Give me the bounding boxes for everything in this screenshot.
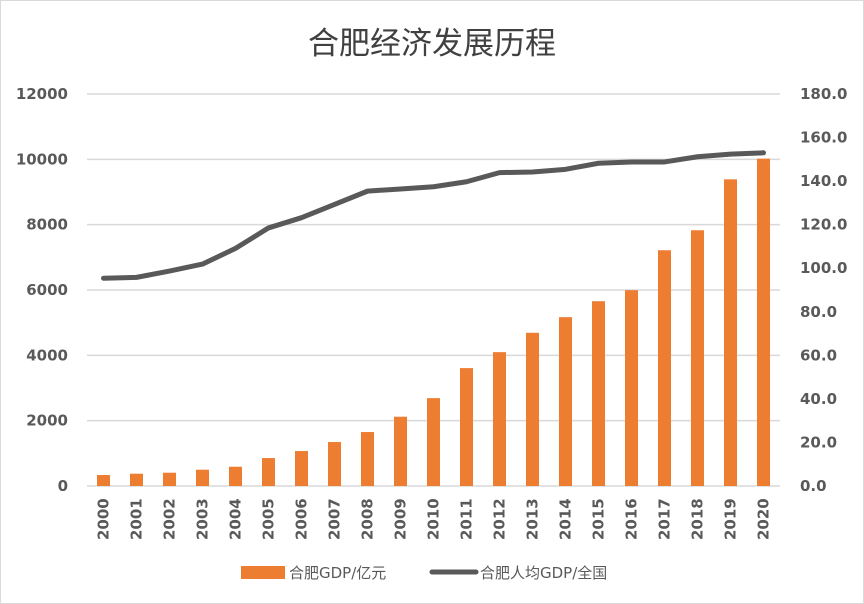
x-axis-tick-label: 2005 xyxy=(260,498,278,540)
right-axis-tick-label: 60.0 xyxy=(800,346,837,364)
x-axis-tick-label: 2013 xyxy=(524,498,542,540)
x-axis-tick-label: 2008 xyxy=(359,498,377,540)
bar-2018 xyxy=(691,230,704,486)
left-axis-tick-label: 8000 xyxy=(26,216,68,234)
bar-2004 xyxy=(229,466,242,486)
bar-2002 xyxy=(163,472,176,486)
x-axis-tick-label: 2009 xyxy=(392,498,410,540)
bar-2007 xyxy=(328,442,341,486)
left-axis-tick-label: 6000 xyxy=(26,281,68,299)
right-axis-tick-label: 100.0 xyxy=(800,259,847,277)
x-axis-tick-label: 2002 xyxy=(161,498,179,540)
bar-2009 xyxy=(394,416,407,486)
right-axis-tick-label: 140.0 xyxy=(800,172,847,190)
bar-2006 xyxy=(295,451,308,486)
legend: 合肥GDP/亿元 合肥人均GDP/全国 xyxy=(241,564,607,582)
legend-label-per-capita: 合肥人均GDP/全国 xyxy=(480,564,607,582)
x-axis-tick-label: 2003 xyxy=(194,498,212,540)
x-axis-tick-label: 2000 xyxy=(95,498,113,540)
x-axis-tick-label: 2014 xyxy=(557,498,575,540)
bar-2017 xyxy=(658,250,671,486)
right-axis-tick-label: 80.0 xyxy=(800,303,837,321)
chart-title: 合肥经济发展历程 xyxy=(308,26,556,62)
bar-2013 xyxy=(526,332,539,486)
x-axis-tick-label: 2012 xyxy=(491,498,509,540)
bar-2000 xyxy=(97,475,110,486)
bar-2011 xyxy=(460,368,473,486)
x-axis-tick-label: 2011 xyxy=(458,498,476,540)
right-axis-tick-label: 160.0 xyxy=(800,129,847,147)
left-axis-tick-label: 0 xyxy=(58,477,68,495)
x-axis-tick-label: 2016 xyxy=(623,498,641,540)
bar-2015 xyxy=(592,301,605,486)
legend-label-gdp: 合肥GDP/亿元 xyxy=(289,564,386,582)
x-axis-tick-label: 2010 xyxy=(425,498,443,540)
bar-2012 xyxy=(493,352,506,486)
right-axis-tick-label: 20.0 xyxy=(800,433,837,451)
bar-2016 xyxy=(625,290,638,486)
x-axis-tick-label: 2019 xyxy=(722,498,740,540)
bar-2008 xyxy=(361,432,374,486)
x-axis-tick-label: 2015 xyxy=(590,498,608,540)
left-axis-tick-label: 12000 xyxy=(16,85,68,103)
bar-2014 xyxy=(559,317,572,486)
x-axis-tick-label: 2020 xyxy=(755,498,773,540)
bar-2019 xyxy=(724,179,737,487)
per-capita-line xyxy=(101,150,766,281)
x-axis-tick-label: 2004 xyxy=(227,498,245,540)
bar-2020 xyxy=(757,158,770,486)
x-axis-tick-label: 2018 xyxy=(689,498,707,540)
bar-2005 xyxy=(262,458,275,486)
right-axis-tick-label: 120.0 xyxy=(800,216,847,234)
right-axis-tick-label: 40.0 xyxy=(800,390,837,408)
left-axis-tick-label: 4000 xyxy=(26,346,68,364)
legend-bar-swatch xyxy=(241,566,285,579)
left-axis-tick-label: 2000 xyxy=(26,412,68,430)
bar-2010 xyxy=(427,398,440,486)
bar-2001 xyxy=(130,473,143,486)
right-axis-tick-label: 180.0 xyxy=(800,85,847,103)
x-axis-tick-label: 2006 xyxy=(293,498,311,540)
right-axis-tick-label: 0.0 xyxy=(800,477,827,495)
left-axis-tick-label: 10000 xyxy=(16,150,68,168)
x-axis-tick-label: 2007 xyxy=(326,498,344,540)
bar-2003 xyxy=(196,469,209,486)
x-axis-tick-label: 2001 xyxy=(128,498,146,540)
x-axis-tick-label: 2017 xyxy=(656,498,674,540)
